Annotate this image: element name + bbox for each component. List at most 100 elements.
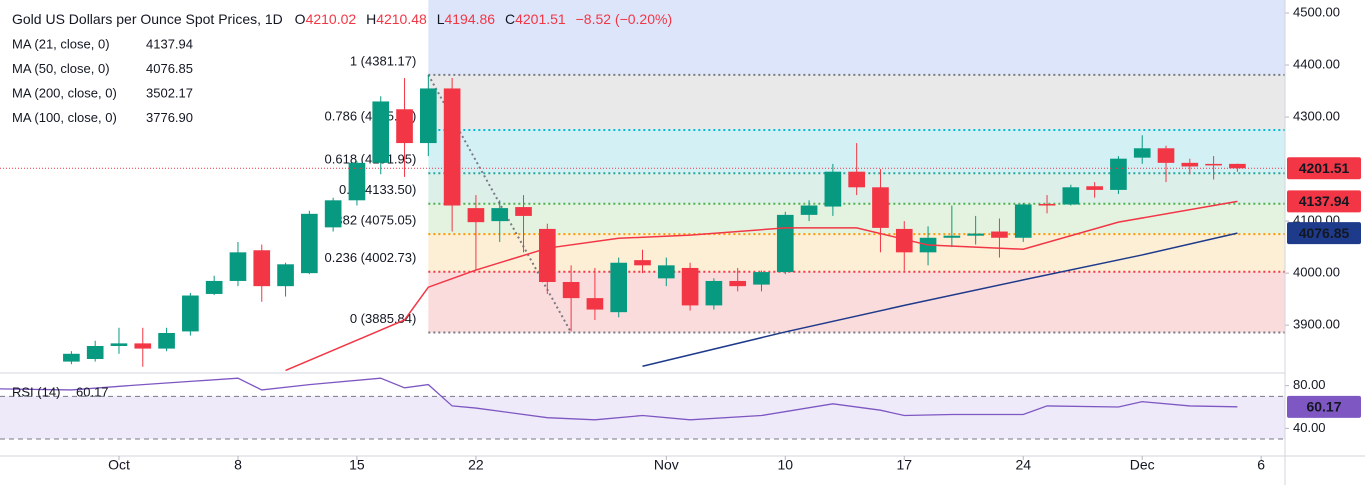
x-tick-label: 15 [349, 457, 365, 473]
legend-name: MA (21, close, 0) [12, 36, 110, 51]
fib-zone [428, 0, 1285, 75]
ma-line [642, 232, 1238, 368]
ohlc-value: 4210.02 [306, 11, 357, 27]
candle-body [562, 281, 580, 299]
candle-body [229, 252, 247, 281]
candle-body [1038, 203, 1056, 206]
price-badge-label: 4076.85 [1299, 225, 1350, 241]
candle-body [753, 272, 770, 285]
legend-value: 4137.94 [146, 36, 193, 51]
header: Gold US Dollars per Ounce Spot Prices, 1… [12, 11, 672, 27]
y-tick-label: 4300.00 [1293, 109, 1340, 124]
candle-body [1086, 186, 1103, 190]
rsi-pane: 80.00 40.00 60.17 RSI (14) 60.17 [0, 377, 1361, 440]
y-tick-label: 4400.00 [1293, 56, 1340, 71]
candle-body [729, 280, 747, 287]
candle-body [943, 235, 961, 238]
price-badge [1287, 222, 1361, 245]
x-tick-label: 17 [896, 457, 912, 473]
legend-name: MA (100, close, 0) [12, 110, 117, 125]
candle-body [324, 200, 342, 228]
ohlc-letter: H [366, 11, 376, 27]
candle-body [538, 228, 556, 282]
candle-body [800, 205, 818, 215]
candle-body [182, 295, 199, 332]
ohlc-letter: L [437, 11, 445, 27]
candle-body [372, 101, 390, 163]
fib-label: 1 (4381.17) [350, 53, 417, 68]
candle-body [657, 265, 675, 279]
candle-body [967, 233, 984, 236]
legend-value: 4076.85 [146, 61, 193, 76]
y-tick-label: 4500.00 [1293, 4, 1340, 19]
rsi-badge [1287, 395, 1361, 418]
ohlc-value: 4210.48 [376, 11, 427, 27]
candle-body [253, 250, 271, 287]
candle-body [63, 353, 80, 362]
candle-body [491, 208, 509, 222]
candle-body [134, 343, 152, 349]
candle-body [1181, 162, 1199, 167]
rsi-y-tick-label: 80.00 [1293, 377, 1326, 392]
legend-name: MA (200, close, 0) [12, 85, 117, 100]
x-tick-label: 22 [468, 457, 484, 473]
candle-body [1110, 158, 1127, 190]
candle-body [872, 187, 889, 228]
candle-body [396, 109, 413, 144]
x-tick-label: 24 [1015, 457, 1031, 473]
candle-body [1229, 163, 1246, 169]
fib-label: 0.236 (4002.73) [325, 250, 417, 265]
legend-value: 3776.90 [146, 110, 193, 125]
candle-body [848, 171, 865, 188]
overlay: Gold US Dollars per Ounce Spot Prices, 1… [12, 11, 1361, 473]
x-tick-label: 8 [234, 457, 242, 473]
candle-body [1205, 163, 1222, 166]
ohlc-letter: O [295, 11, 306, 27]
candle-body [1157, 148, 1175, 163]
fib-zone [428, 74, 1285, 130]
ma-line [285, 200, 1238, 372]
candle-body [467, 208, 485, 223]
legend-name: MA (50, close, 0) [12, 61, 110, 76]
candle-body [991, 231, 1008, 238]
candle-body [681, 267, 699, 306]
ohlc-value: 4194.86 [444, 11, 495, 27]
price-badge-label: 4137.94 [1299, 193, 1350, 209]
rsi-band [0, 396, 1285, 439]
candle-body [110, 343, 128, 346]
fib-zone [428, 203, 1285, 235]
candle-body [205, 280, 223, 294]
fib-zone [428, 271, 1285, 333]
candle-body [443, 88, 461, 206]
candle-body [634, 260, 651, 266]
price-badge-label: 4201.51 [1299, 160, 1350, 176]
candle-body [705, 280, 723, 306]
candle-body [420, 88, 437, 144]
change: −8.52 (−0.20%) [576, 11, 673, 27]
fib-label: 0.382 (4075.05) [325, 213, 417, 228]
candle-body [776, 214, 794, 273]
candle-body [301, 213, 318, 274]
fib-zone [428, 234, 1285, 272]
chart-title: Gold US Dollars per Ounce Spot Prices, 1… [12, 11, 283, 27]
ohlc-letter: C [505, 11, 515, 27]
x-tick-label: 6 [1257, 457, 1265, 473]
main-pane: 1 (4381.17) 0.786 (4275.17) 0.618 (4191.95… [0, 0, 1340, 372]
candle-body [348, 162, 366, 201]
y-tick-label: 4000.00 [1293, 265, 1340, 280]
candle-body [158, 332, 175, 349]
x-tick-label: Nov [654, 457, 679, 473]
fib-label: 0.786 (4275.17) [325, 108, 417, 123]
rsi-title: RSI (14) [12, 384, 60, 399]
candle-body [1014, 204, 1032, 238]
legend-value: 3502.17 [146, 85, 193, 100]
price-badge [1287, 157, 1361, 180]
x-tick-label: 10 [777, 457, 793, 473]
x-tick-label: Oct [108, 457, 130, 473]
candle-body [1133, 148, 1151, 158]
candle-body [824, 171, 842, 207]
candle-body [1062, 187, 1080, 205]
ohlc-value: 4201.51 [515, 11, 566, 27]
candle-body [515, 207, 532, 216]
